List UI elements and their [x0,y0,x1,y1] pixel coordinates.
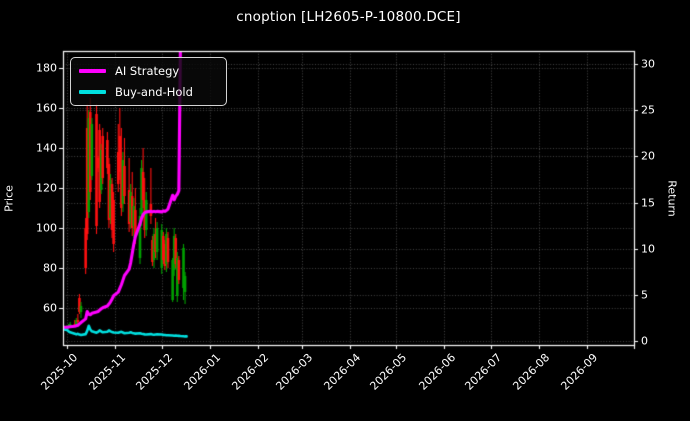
price-tick-label: 80 [43,261,57,275]
return-tick-label: 15 [641,196,655,210]
ai-strategy-line-swatch [79,69,106,73]
price-tick-label: 180 [36,61,57,75]
legend-item-buy-and-hold: Buy-and-Hold [79,85,217,99]
return-tick-label: 5 [641,288,648,302]
legend-label-ai-strategy: AI Strategy [115,64,180,78]
buy-and-hold-line-swatch [79,90,106,94]
price-tick-label: 140 [36,141,57,155]
return-tick-label: 10 [641,242,655,256]
legend-label-buy-and-hold: Buy-and-Hold [115,85,193,99]
return-tick-label: 0 [641,334,648,348]
return-tick-label: 20 [641,149,655,163]
legend: AI Strategy Buy-and-Hold [70,57,227,106]
return-tick-label: 25 [641,103,655,117]
price-tick-label: 160 [36,101,57,115]
price-axis-label: Price [2,185,16,212]
return-axis-label: Return [665,180,679,217]
legend-item-ai-strategy: AI Strategy [79,64,217,78]
price-tick-label: 60 [43,301,57,315]
price-tick-label: 100 [36,221,57,235]
return-tick-label: 30 [641,57,655,71]
price-tick-label: 120 [36,181,57,195]
chart-title: cnoption [LH2605-P-10800.DCE] [236,9,461,25]
